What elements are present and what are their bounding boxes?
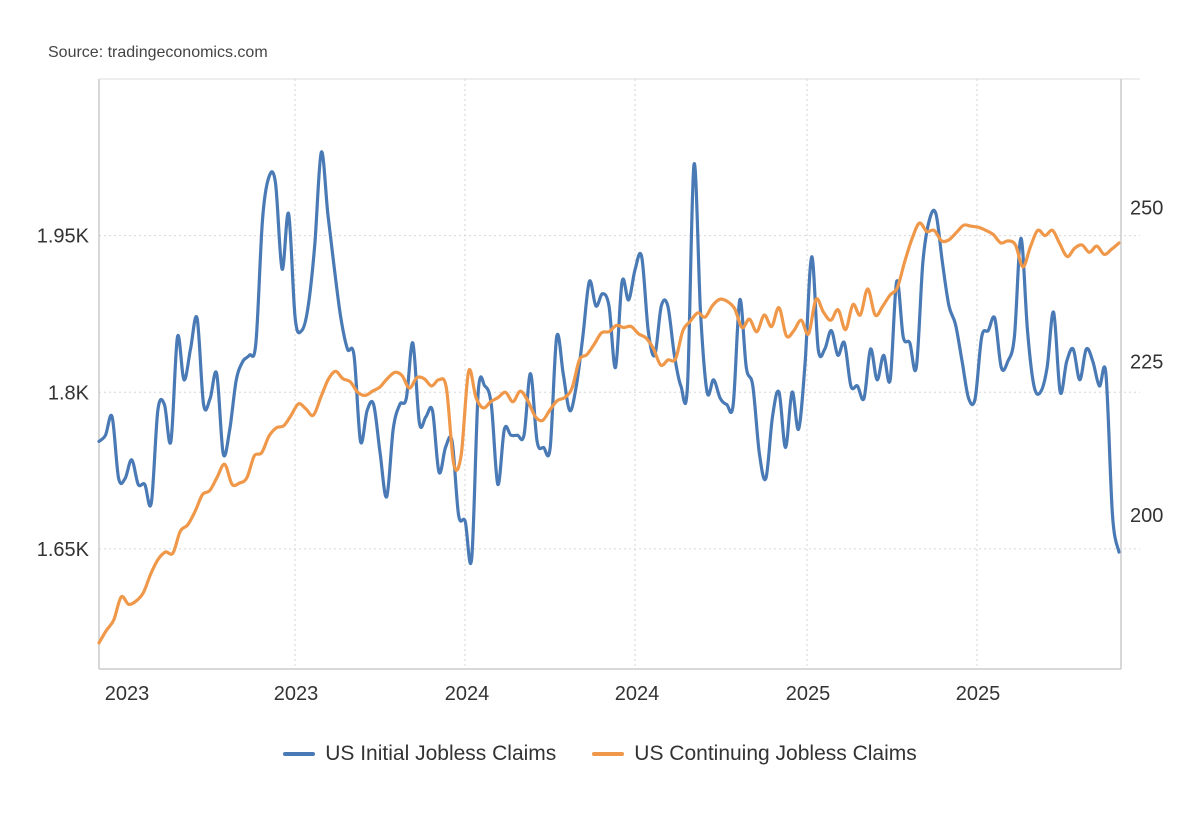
legend: US Initial Jobless Claims US Continuing … <box>0 742 1200 766</box>
x-axis: 2023 2023 2024 2024 2025 2025 <box>105 683 1001 705</box>
x-tick-label: 2023 <box>105 683 150 705</box>
series-line-continuing-claims <box>97 221 1121 645</box>
legend-swatch-continuing <box>592 752 625 756</box>
y-left-tick-label: 1.65K <box>37 539 90 561</box>
series-layer <box>97 150 1121 645</box>
x-tick-label: 2023 <box>274 683 319 705</box>
y-right-tick-label: 225 <box>1130 351 1163 373</box>
series-line-initial-claims <box>97 150 1121 565</box>
y-axis-right: 200 225 250 <box>1130 198 1163 528</box>
y-left-tick-label: 1.95K <box>37 226 90 248</box>
legend-label-continuing: US Continuing Jobless Claims <box>634 742 917 765</box>
legend-item-initial[interactable]: US Initial Jobless Claims <box>283 742 556 766</box>
y-right-tick-label: 250 <box>1130 198 1163 220</box>
legend-item-continuing[interactable]: US Continuing Jobless Claims <box>592 742 917 766</box>
y-left-tick-label: 1.8K <box>48 382 90 404</box>
x-tick-label: 2024 <box>445 683 490 705</box>
x-tick-label: 2024 <box>615 683 660 705</box>
grid <box>99 78 1140 669</box>
x-tick-label: 2025 <box>786 683 831 705</box>
plot-frame <box>98 79 1122 670</box>
source-note: Source: tradingeconomics.com <box>48 44 268 61</box>
legend-label-initial: US Initial Jobless Claims <box>325 742 557 765</box>
x-tick-label: 2025 <box>956 683 1001 705</box>
legend-swatch-initial <box>283 752 316 756</box>
y-right-tick-label: 200 <box>1130 505 1163 527</box>
y-axis-left: 1.65K 1.8K 1.95K <box>37 226 90 561</box>
